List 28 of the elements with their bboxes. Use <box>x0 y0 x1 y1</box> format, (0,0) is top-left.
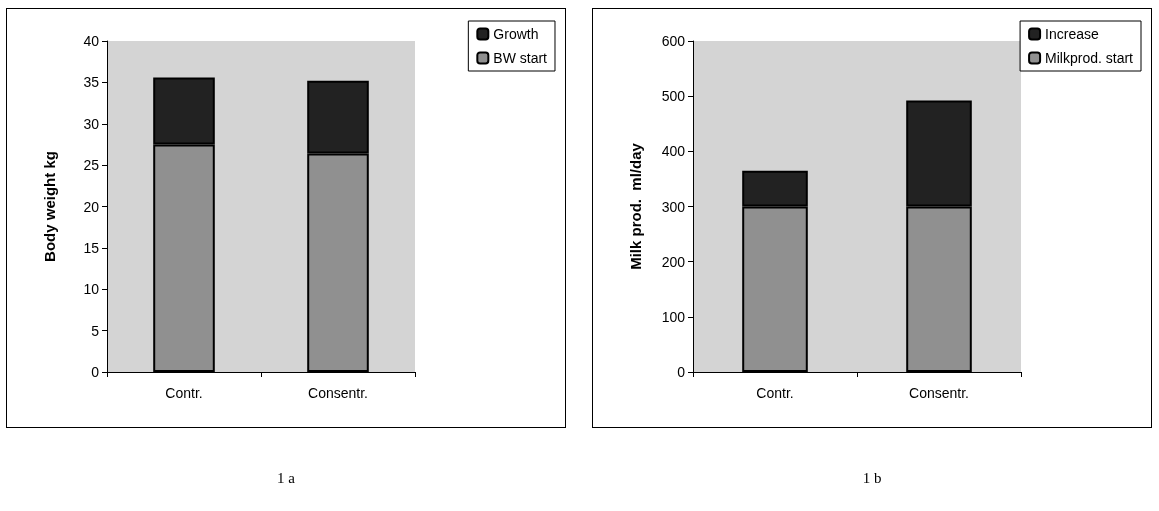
text: 1 b <box>861 470 883 487</box>
y-tick-label: 10 <box>83 281 100 298</box>
legend-label: Milkprod. start <box>1045 50 1134 66</box>
x-tick-label: Contr. <box>756 385 794 401</box>
y-axis-title: Milk prod. ml/day <box>627 142 644 270</box>
y-tick-label: 500 <box>661 88 686 105</box>
y-tick-label: 35 <box>83 74 100 91</box>
y-tick-label: 0 <box>91 364 100 380</box>
y-tick-label: 20 <box>83 198 100 215</box>
legend-label: Increase <box>1045 26 1099 42</box>
x-tick-label: Consentr. <box>909 385 969 401</box>
y-tick-label: 25 <box>83 157 100 174</box>
legend-label: Growth <box>493 26 539 42</box>
x-tick-label: Contr. <box>165 385 203 401</box>
y-tick-label: 100 <box>661 308 686 325</box>
y-tick-label: 300 <box>661 198 686 215</box>
y-tick-label: 0 <box>677 364 686 380</box>
y-tick-label: 600 <box>661 33 686 49</box>
y-tick-label: 40 <box>83 33 100 49</box>
text: 1 a <box>276 470 296 487</box>
y-tick-label: 200 <box>661 253 686 270</box>
y-tick-label: 5 <box>91 322 100 339</box>
y-axis-title: Body weight kg <box>41 151 58 262</box>
legend-label: BW start <box>493 50 548 66</box>
y-tick-label: 400 <box>661 143 686 160</box>
y-tick-label: 30 <box>83 115 100 132</box>
x-tick-label: Consentr. <box>308 385 368 401</box>
y-tick-label: 15 <box>83 239 100 256</box>
